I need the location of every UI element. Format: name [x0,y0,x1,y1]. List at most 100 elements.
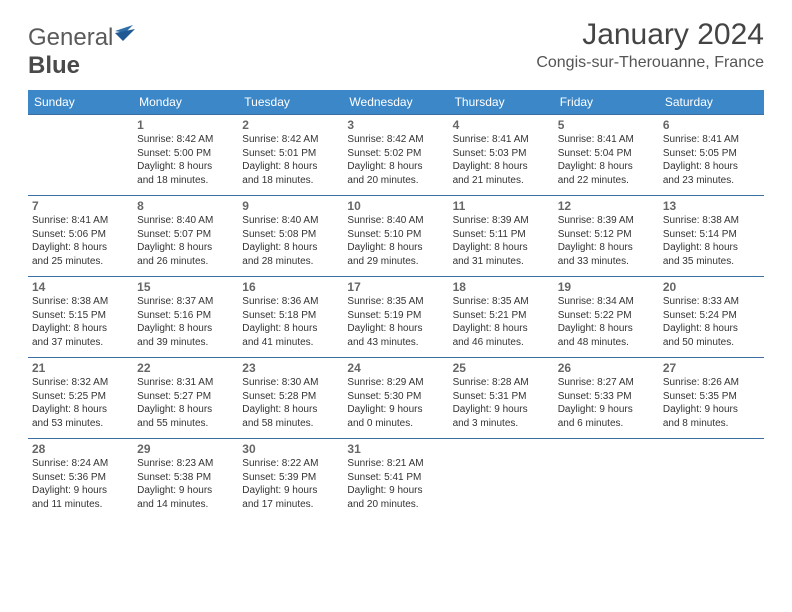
calendar-day-cell: 1Sunrise: 8:42 AMSunset: 5:00 PMDaylight… [133,115,238,196]
day-number: 2 [242,118,339,132]
day-number: 7 [32,199,129,213]
day-number: 26 [558,361,655,375]
calendar-day-cell [659,439,764,520]
day-info: Sunrise: 8:42 AMSunset: 5:00 PMDaylight:… [137,133,234,187]
day-info: Sunrise: 8:38 AMSunset: 5:14 PMDaylight:… [663,214,760,268]
calendar-day-cell: 26Sunrise: 8:27 AMSunset: 5:33 PMDayligh… [554,358,659,439]
calendar-day-cell: 3Sunrise: 8:42 AMSunset: 5:02 PMDaylight… [343,115,448,196]
calendar-day-cell: 24Sunrise: 8:29 AMSunset: 5:30 PMDayligh… [343,358,448,439]
day-number: 18 [453,280,550,294]
weekday-header: Wednesday [343,90,448,115]
day-info: Sunrise: 8:40 AMSunset: 5:07 PMDaylight:… [137,214,234,268]
day-info: Sunrise: 8:33 AMSunset: 5:24 PMDaylight:… [663,295,760,349]
day-info: Sunrise: 8:32 AMSunset: 5:25 PMDaylight:… [32,376,129,430]
calendar-day-cell: 25Sunrise: 8:28 AMSunset: 5:31 PMDayligh… [449,358,554,439]
day-number: 23 [242,361,339,375]
weekday-header: Monday [133,90,238,115]
weekday-header: Sunday [28,90,133,115]
calendar-day-cell: 8Sunrise: 8:40 AMSunset: 5:07 PMDaylight… [133,196,238,277]
calendar-day-cell: 4Sunrise: 8:41 AMSunset: 5:03 PMDaylight… [449,115,554,196]
weekday-header: Saturday [659,90,764,115]
day-info: Sunrise: 8:24 AMSunset: 5:36 PMDaylight:… [32,457,129,511]
day-info: Sunrise: 8:37 AMSunset: 5:16 PMDaylight:… [137,295,234,349]
flag-icon [115,24,141,51]
calendar-day-cell: 12Sunrise: 8:39 AMSunset: 5:12 PMDayligh… [554,196,659,277]
month-title: January 2024 [536,18,764,52]
calendar-day-cell: 14Sunrise: 8:38 AMSunset: 5:15 PMDayligh… [28,277,133,358]
calendar-header-row: SundayMondayTuesdayWednesdayThursdayFrid… [28,90,764,115]
day-info: Sunrise: 8:41 AMSunset: 5:04 PMDaylight:… [558,133,655,187]
day-number: 20 [663,280,760,294]
calendar-day-cell: 5Sunrise: 8:41 AMSunset: 5:04 PMDaylight… [554,115,659,196]
calendar-day-cell: 30Sunrise: 8:22 AMSunset: 5:39 PMDayligh… [238,439,343,520]
calendar-day-cell: 21Sunrise: 8:32 AMSunset: 5:25 PMDayligh… [28,358,133,439]
weekday-header: Tuesday [238,90,343,115]
weekday-header: Thursday [449,90,554,115]
calendar-day-cell: 9Sunrise: 8:40 AMSunset: 5:08 PMDaylight… [238,196,343,277]
day-info: Sunrise: 8:36 AMSunset: 5:18 PMDaylight:… [242,295,339,349]
day-info: Sunrise: 8:41 AMSunset: 5:05 PMDaylight:… [663,133,760,187]
calendar-day-cell: 22Sunrise: 8:31 AMSunset: 5:27 PMDayligh… [133,358,238,439]
calendar-day-cell: 7Sunrise: 8:41 AMSunset: 5:06 PMDaylight… [28,196,133,277]
calendar-day-cell: 10Sunrise: 8:40 AMSunset: 5:10 PMDayligh… [343,196,448,277]
day-number: 22 [137,361,234,375]
brand-text-1: General [28,24,113,51]
day-info: Sunrise: 8:26 AMSunset: 5:35 PMDaylight:… [663,376,760,430]
day-info: Sunrise: 8:28 AMSunset: 5:31 PMDaylight:… [453,376,550,430]
day-number: 24 [347,361,444,375]
day-info: Sunrise: 8:35 AMSunset: 5:21 PMDaylight:… [453,295,550,349]
calendar-day-cell: 16Sunrise: 8:36 AMSunset: 5:18 PMDayligh… [238,277,343,358]
day-number: 31 [347,442,444,456]
calendar-day-cell: 28Sunrise: 8:24 AMSunset: 5:36 PMDayligh… [28,439,133,520]
day-info: Sunrise: 8:22 AMSunset: 5:39 PMDaylight:… [242,457,339,511]
day-info: Sunrise: 8:40 AMSunset: 5:08 PMDaylight:… [242,214,339,268]
calendar-day-cell: 17Sunrise: 8:35 AMSunset: 5:19 PMDayligh… [343,277,448,358]
calendar-day-cell: 31Sunrise: 8:21 AMSunset: 5:41 PMDayligh… [343,439,448,520]
day-info: Sunrise: 8:21 AMSunset: 5:41 PMDaylight:… [347,457,444,511]
brand-logo: GeneralBlue [28,18,141,80]
day-number: 4 [453,118,550,132]
calendar-day-cell: 27Sunrise: 8:26 AMSunset: 5:35 PMDayligh… [659,358,764,439]
day-number: 27 [663,361,760,375]
calendar-day-cell: 11Sunrise: 8:39 AMSunset: 5:11 PMDayligh… [449,196,554,277]
day-number: 29 [137,442,234,456]
day-number: 5 [558,118,655,132]
day-number: 3 [347,118,444,132]
brand-text-2: Blue [28,52,80,79]
weekday-header: Friday [554,90,659,115]
day-number: 9 [242,199,339,213]
day-number: 19 [558,280,655,294]
day-number: 11 [453,199,550,213]
day-number: 8 [137,199,234,213]
calendar-body: 1Sunrise: 8:42 AMSunset: 5:00 PMDaylight… [28,115,764,520]
day-number: 16 [242,280,339,294]
calendar-day-cell: 6Sunrise: 8:41 AMSunset: 5:05 PMDaylight… [659,115,764,196]
day-number: 15 [137,280,234,294]
day-info: Sunrise: 8:40 AMSunset: 5:10 PMDaylight:… [347,214,444,268]
day-number: 12 [558,199,655,213]
calendar-day-cell [554,439,659,520]
day-info: Sunrise: 8:39 AMSunset: 5:12 PMDaylight:… [558,214,655,268]
day-info: Sunrise: 8:29 AMSunset: 5:30 PMDaylight:… [347,376,444,430]
calendar-day-cell [449,439,554,520]
calendar-day-cell: 2Sunrise: 8:42 AMSunset: 5:01 PMDaylight… [238,115,343,196]
day-info: Sunrise: 8:30 AMSunset: 5:28 PMDaylight:… [242,376,339,430]
calendar-day-cell: 20Sunrise: 8:33 AMSunset: 5:24 PMDayligh… [659,277,764,358]
day-number: 6 [663,118,760,132]
day-info: Sunrise: 8:38 AMSunset: 5:15 PMDaylight:… [32,295,129,349]
calendar-day-cell [28,115,133,196]
day-number: 10 [347,199,444,213]
calendar-day-cell: 13Sunrise: 8:38 AMSunset: 5:14 PMDayligh… [659,196,764,277]
day-info: Sunrise: 8:34 AMSunset: 5:22 PMDaylight:… [558,295,655,349]
day-info: Sunrise: 8:27 AMSunset: 5:33 PMDaylight:… [558,376,655,430]
calendar-page: GeneralBlue January 2024 Congis-sur-Ther… [0,0,792,537]
day-number: 25 [453,361,550,375]
day-number: 30 [242,442,339,456]
title-block: January 2024 Congis-sur-Therouanne, Fran… [536,18,764,72]
calendar-week-row: 14Sunrise: 8:38 AMSunset: 5:15 PMDayligh… [28,277,764,358]
day-number: 14 [32,280,129,294]
location-text: Congis-sur-Therouanne, France [536,54,764,72]
day-info: Sunrise: 8:41 AMSunset: 5:06 PMDaylight:… [32,214,129,268]
header: GeneralBlue January 2024 Congis-sur-Ther… [28,18,764,80]
day-number: 13 [663,199,760,213]
